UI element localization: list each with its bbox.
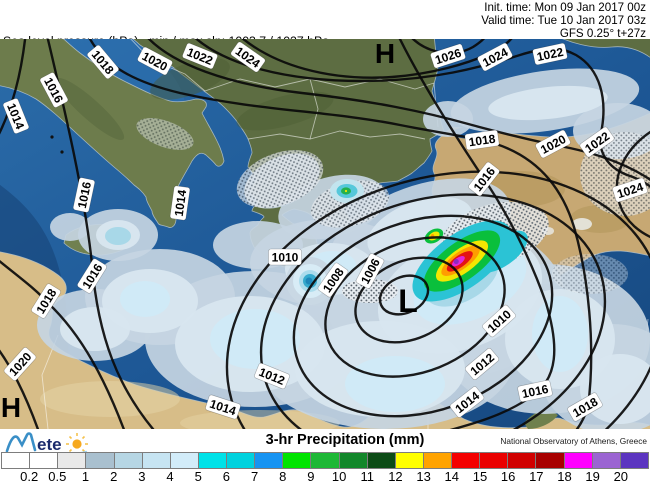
scale-label: 1 [81,469,90,484]
scale-color-cell [480,453,509,468]
scale-label: 6 [222,469,231,484]
footer: ete 3-hr Precipitation (mm) National Obs… [0,429,650,486]
scale-color-cell [536,453,565,468]
svg-text:1014: 1014 [172,189,190,218]
scale-label: 3 [138,469,146,484]
scale-label: 13 [416,469,431,484]
scale-color-cell [367,453,396,468]
scale-color-cell [592,453,621,468]
scale-color-cell [86,453,115,468]
scale-label: 20 [613,469,629,484]
isobar-label: 1024 [612,177,648,203]
valid-time: Valid time: Tue 10 Jan 2017 03z [481,13,646,27]
model-info: GFS 0.25° t+27z [559,26,646,40]
scale-label: 0.2 [20,469,39,484]
scale-color-cell [142,453,171,468]
isobar-label: 1014 [205,394,241,420]
scale-label: 8 [279,469,287,484]
scale-label: 19 [585,469,600,484]
isobar-label: 1014 [169,185,191,221]
scale-label: 7 [250,469,259,484]
pressure-center-L: L [398,283,418,319]
scale-label: 11 [360,469,375,484]
scale-label: 10 [331,469,347,484]
svg-text:1016: 1016 [521,382,550,401]
scale-color-cell [452,453,481,468]
weather-map: 1018 1020 1022 1024 1026 1024 1022 1016 1014 1016… [0,23,650,486]
scale-color-cell [339,453,368,468]
isobars [0,29,650,486]
precip-scale-labels: 0.2 0.5 1 2 3 4 5 6 7 8 9 10 11 12 13 14 15 16 17 18 19 20 [1,469,649,485]
pressure-center-H: H [1,392,21,423]
scale-label: 15 [472,469,488,484]
credit-text: National Observatory of Athens, Greece [500,436,647,446]
precip-spot-turkey [330,179,364,203]
isobar-label: 1010 [268,248,302,266]
svg-text:1022: 1022 [536,45,565,64]
isobar-label: 1022 [532,42,568,66]
scale-color-cell [423,453,452,468]
scale-color-cell [114,453,143,468]
precip-max-cell [412,220,528,302]
isobar-label: 1020 [3,347,37,381]
precip-spot-ionian [286,257,334,305]
svg-text:1010: 1010 [272,251,299,265]
pressure-center-H: H [375,39,395,69]
scale-color-cell [2,453,31,468]
legend-title: 3-hr Precipitation (mm) [265,432,425,448]
scale-label: 4 [166,469,174,484]
svg-text:1016: 1016 [75,180,94,209]
scale-color-cell [30,453,59,468]
scale-color-cell [283,453,312,468]
scale-color-cell [58,453,87,468]
scale-color-cell [255,453,284,468]
scale-label: 17 [529,469,544,484]
init-time: Init. time: Mon 09 Jan 2017 00z [484,1,646,14]
header: Sea level pressure (hPa) - min / max slp… [0,0,650,96]
scale-label: 18 [557,469,572,484]
scale-label: 12 [388,469,403,484]
isobar-label: 1026 [430,43,466,69]
logo-text: ete [37,435,62,454]
scale-label: 2 [110,469,118,484]
isobar-label: 1018 [464,129,500,151]
scale-label: 9 [307,469,315,484]
scale-label: 14 [444,469,460,484]
scale-label: 5 [194,469,202,484]
logo-m-icon [5,432,37,453]
svg-text:1018: 1018 [468,132,497,150]
scale-color-cell [620,453,648,468]
scale-color-cell [227,453,256,468]
isobar-label: 1016 [517,379,553,403]
scale-color-cell [198,453,227,468]
scale-color-cell [170,453,199,468]
scale-color-cell [508,453,537,468]
isobar-label: 1018 [31,283,61,319]
isobar-label: 1016 [72,177,96,213]
scale-label: 0.5 [48,469,67,484]
scale-color-cell [395,453,424,468]
scale-color-cell [311,453,340,468]
scale-label: 16 [500,469,516,484]
scale-color-cell [564,453,593,468]
precip-color-scale [1,452,649,469]
